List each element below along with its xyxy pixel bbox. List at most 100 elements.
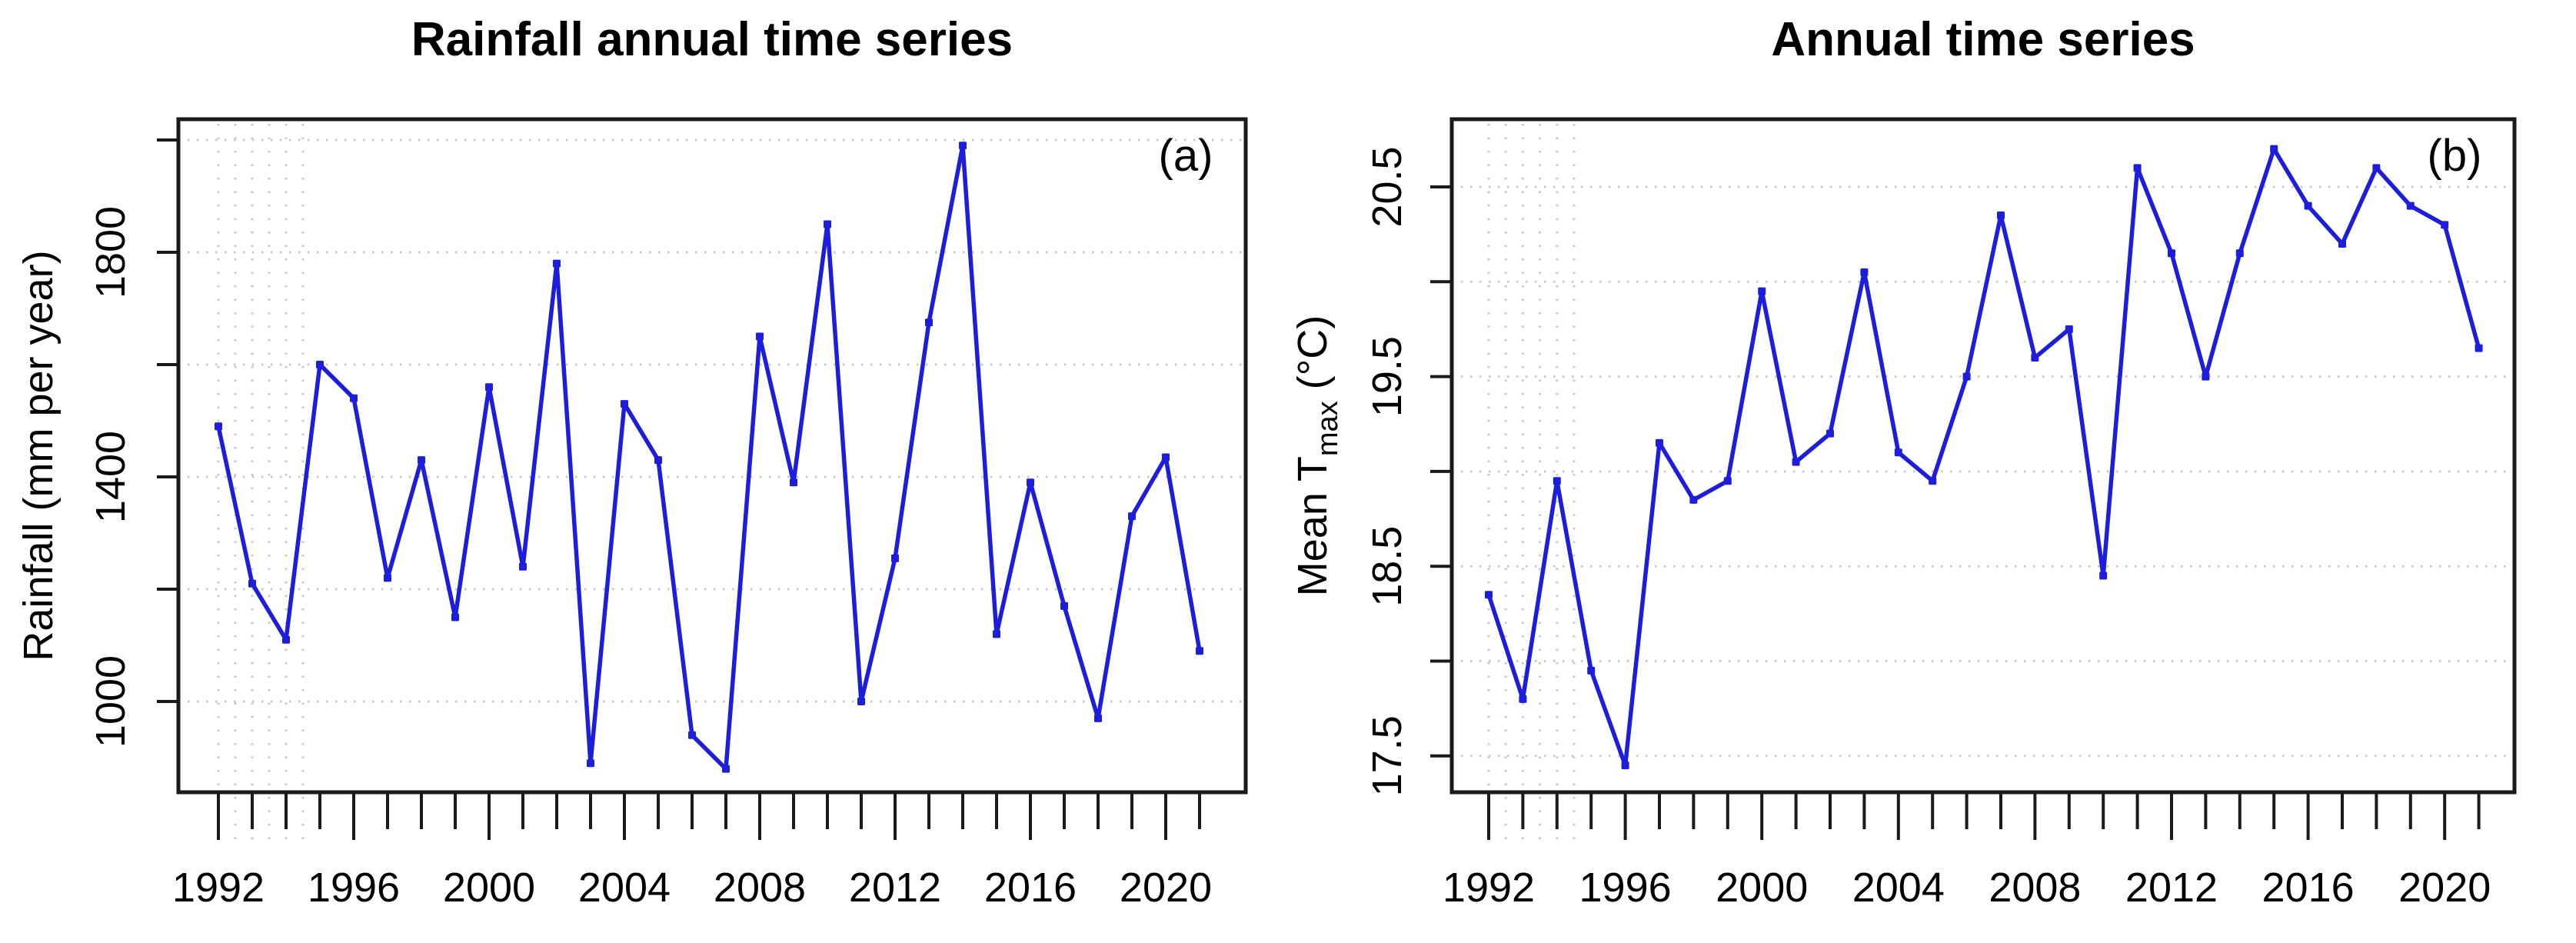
x-tick-label: 2008 [1989, 865, 2081, 911]
temperature-series-line [1486, 146, 2481, 768]
x-axis-ticks [1487, 794, 2481, 840]
x-tick-label: 1992 [172, 865, 265, 911]
data-point-marker [350, 394, 358, 402]
x-tick-label: 1996 [1579, 865, 1672, 911]
y-tick-label: 20.5 [1364, 146, 1410, 227]
horizontal-gridlines [178, 138, 1246, 703]
data-point-marker [1485, 591, 1493, 599]
data-point-marker [1060, 601, 1068, 610]
y-axis-title-part: (°C) [1290, 315, 1336, 402]
y-tick-label: 18.5 [1364, 526, 1410, 607]
data-point-marker [215, 422, 222, 431]
panel-label: (b) [2428, 131, 2482, 181]
data-point-marker [1723, 477, 1732, 485]
rainfall-series-line [216, 143, 1202, 771]
data-point-marker [1027, 478, 1034, 487]
data-point-marker [282, 635, 290, 644]
rainfall-series-markers [215, 142, 1203, 773]
y-tick-label: 1000 [88, 655, 134, 748]
y-axis-ticks [1430, 185, 1450, 758]
data-point-marker [2338, 239, 2346, 248]
data-point-marker [993, 630, 1000, 638]
x-tick-label: 2004 [1852, 865, 1945, 911]
data-point-marker [1826, 429, 1834, 438]
data-point-marker [857, 698, 865, 705]
data-point-marker [654, 456, 662, 465]
y-tick-label: 19.5 [1364, 336, 1410, 417]
data-point-marker [2065, 325, 2073, 333]
data-point-marker [418, 456, 425, 465]
data-point-marker [1553, 477, 1561, 485]
data-point-marker [1128, 512, 1136, 521]
data-point-marker [248, 579, 256, 588]
data-point-marker [1621, 761, 1629, 770]
data-point-marker [2235, 249, 2244, 258]
data-point-marker [1656, 438, 1663, 447]
y-axis-title: Rainfall (mm per year) [15, 250, 62, 661]
y-tick-label: 1800 [88, 206, 134, 298]
data-point-marker [1792, 458, 1800, 466]
data-point-marker [1094, 714, 1102, 722]
x-tick-label: 2000 [1716, 865, 1808, 911]
data-point-marker [1689, 495, 1698, 504]
y-axis-title-part: Rainfall (mm per year) [15, 250, 62, 661]
data-point-marker [2202, 372, 2210, 381]
data-point-marker [1196, 647, 1203, 655]
x-axis-ticks [217, 794, 1201, 840]
data-point-marker [722, 765, 730, 773]
data-point-marker [553, 259, 561, 268]
y-axis-title-part: Mean T [1290, 456, 1336, 596]
data-point-marker [824, 220, 831, 228]
vertical-gridlines [1487, 124, 1576, 840]
data-point-marker [2474, 344, 2483, 352]
data-point-marker [1587, 666, 1596, 675]
data-point-marker [587, 759, 594, 768]
y-tick-label: 17.5 [1364, 715, 1410, 796]
x-tick-label: 2012 [2125, 865, 2218, 911]
temperature-series-markers [1485, 145, 2483, 770]
x-tick-label: 2020 [2398, 865, 2491, 911]
data-point-marker [2304, 202, 2312, 210]
data-point-marker [519, 562, 527, 571]
data-point-marker [1894, 448, 1902, 457]
data-point-marker [756, 332, 764, 341]
data-point-marker [485, 383, 493, 392]
x-tick-label: 2020 [1120, 865, 1212, 911]
y-tick-label: 1400 [88, 431, 134, 523]
x-tick-label: 2012 [849, 865, 941, 911]
data-point-marker [925, 318, 933, 327]
plot-frame [1449, 117, 2517, 795]
x-tick-label: 2004 [578, 865, 671, 911]
panel-label: (a) [1159, 131, 1213, 181]
horizontal-gridlines [1452, 185, 2514, 758]
plot-frame [176, 117, 1248, 795]
data-point-marker [1997, 211, 2005, 219]
x-tick-label: 1992 [1443, 865, 1535, 911]
x-tick-label: 2000 [443, 865, 535, 911]
data-point-marker [2441, 221, 2449, 229]
data-point-marker [1860, 268, 1869, 276]
data-point-marker [891, 554, 899, 562]
x-tick-label: 2008 [714, 865, 806, 911]
y-axis-title: Mean Tmax (°C) [1290, 315, 1344, 596]
data-point-marker [688, 731, 696, 739]
data-point-marker [1519, 695, 1527, 703]
y-axis-ticks [157, 138, 177, 703]
data-point-marker [316, 361, 324, 368]
data-point-marker [2372, 164, 2381, 172]
temperature-time-series-chart: 1992 1996 2000 2004 2008 2012 2016 2020 17.5 18.5… [1290, 13, 2517, 911]
data-point-marker [1758, 287, 1766, 295]
data-point-marker [2099, 571, 2108, 580]
data-point-marker [2168, 249, 2175, 258]
data-point-marker [384, 574, 391, 582]
data-point-marker [1162, 453, 1170, 462]
data-point-marker [2133, 164, 2142, 172]
data-point-marker [2031, 353, 2039, 362]
y-axis-title-subscript: max [1312, 401, 1344, 456]
x-tick-label: 2016 [2262, 865, 2355, 911]
data-point-marker [1929, 477, 1937, 485]
chart-title: Annual time series [1771, 13, 2195, 66]
data-point-marker [2406, 202, 2415, 210]
data-point-marker [451, 613, 459, 621]
